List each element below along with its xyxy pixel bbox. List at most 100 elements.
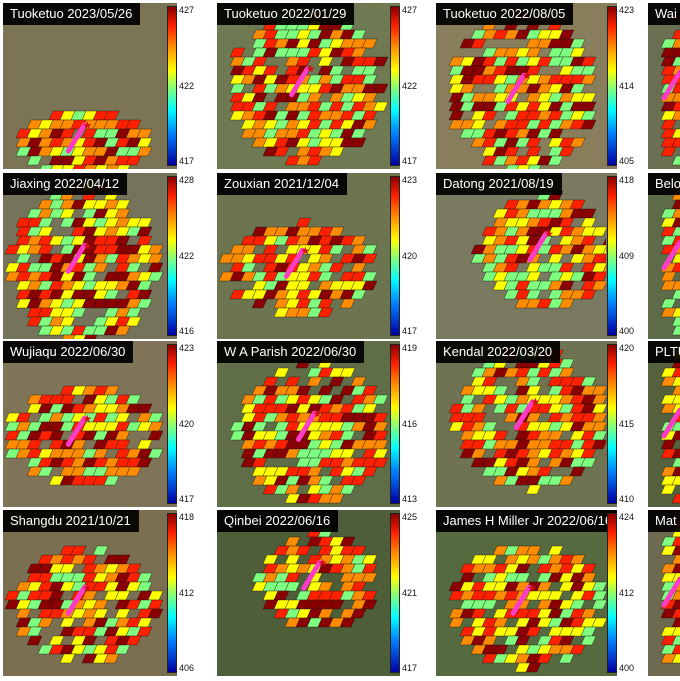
concentration-map: ★ xyxy=(660,518,680,664)
concentration-map: ★ xyxy=(660,349,680,504)
colorbar-tick-label: 413 xyxy=(402,494,417,504)
colorbar-tick-label: 419 xyxy=(402,343,417,353)
map-panel: ★ W A Parish 2022/06/30 419 416 413 xyxy=(217,341,417,507)
colorbar xyxy=(390,6,400,166)
colorbar-label-strip xyxy=(177,3,194,169)
concentration-cell xyxy=(671,316,680,327)
map-panel: ★ James H Miller Jr 2022/06/16 424 412 400 xyxy=(436,510,634,676)
concentration-cell xyxy=(361,119,378,130)
panel-title: W A Parish 2022/06/30 xyxy=(217,341,365,363)
concentration-cell xyxy=(361,38,378,49)
concentration-cell xyxy=(671,137,680,148)
panel-title: PLTU xyxy=(648,341,680,363)
colorbar xyxy=(167,344,177,504)
source-star-icon: ★ xyxy=(82,120,92,132)
concentration-cell xyxy=(558,298,575,309)
concentration-cell xyxy=(339,484,356,495)
colorbar-label-strip xyxy=(617,173,634,339)
concentration-cell xyxy=(602,237,606,246)
colorbar-label-strip xyxy=(400,510,417,676)
concentration-cell xyxy=(361,253,378,264)
colorbar xyxy=(607,6,617,166)
concentration-map: ★ xyxy=(448,11,597,169)
wind-direction-arrow xyxy=(513,399,535,431)
concentration-cell xyxy=(459,394,476,405)
colorbar-tick-label: 420 xyxy=(619,343,634,353)
panel-title: Zouxian 2021/12/04 xyxy=(217,173,347,195)
colorbar xyxy=(390,513,400,673)
concentration-map: ★ xyxy=(470,190,606,309)
colorbar-tick-label: 420 xyxy=(402,251,417,261)
concentration-cell xyxy=(580,457,597,468)
concentration-cell xyxy=(262,244,279,255)
concentration-cell xyxy=(15,253,32,264)
concentration-cell xyxy=(306,376,323,387)
colorbar xyxy=(390,344,400,504)
concentration-map: ★ xyxy=(218,217,378,318)
colorbar-tick-label: 424 xyxy=(619,512,634,522)
colorbar xyxy=(607,513,617,673)
concentration-cell xyxy=(671,29,680,40)
panel-title: Shangdu 2021/10/21 xyxy=(3,510,139,532)
concentration-cell xyxy=(136,626,153,637)
concentration-cell xyxy=(558,475,575,486)
map-panel: ★ Tuoketuo 2022/01/29 427 422 417 xyxy=(217,3,417,169)
source-star-icon: ★ xyxy=(82,413,92,425)
concentration-cell xyxy=(295,217,312,228)
map-panel: ★ PLTU xyxy=(648,341,680,507)
concentration-cell xyxy=(591,617,606,628)
panel-title: Tuoketuo 2022/01/29 xyxy=(217,3,355,25)
concentration-cell xyxy=(591,280,606,291)
concentration-cell xyxy=(339,367,356,378)
concentration-cell xyxy=(602,264,606,273)
concentration-cell xyxy=(660,484,677,495)
colorbar-label-strip xyxy=(617,341,634,507)
concentration-cell xyxy=(470,38,487,49)
concentration-cell xyxy=(229,83,246,94)
map-panel: ★ Belo xyxy=(648,173,680,339)
concentration-map: ★ xyxy=(251,527,378,628)
concentration-cell xyxy=(350,137,367,148)
source-star-icon: ★ xyxy=(300,245,310,257)
concentration-map: ★ xyxy=(448,545,606,673)
colorbar-tick-label: 409 xyxy=(619,251,634,261)
map-panel: ★ Tuoketuo 2023/05/26 427 422 417 xyxy=(3,3,194,169)
concentration-cell xyxy=(70,307,87,318)
concentration-map: ★ xyxy=(15,110,153,169)
concentration-cell xyxy=(125,635,142,646)
concentration-cell xyxy=(229,47,246,58)
wind-direction-arrow xyxy=(289,66,311,98)
concentration-cell xyxy=(361,599,378,610)
colorbar-tick-label: 428 xyxy=(179,175,194,185)
source-star-icon: ★ xyxy=(318,557,328,569)
concentration-cell xyxy=(92,545,109,556)
concentration-cell xyxy=(660,271,677,282)
concentration-cell xyxy=(284,554,301,565)
wind-direction-arrow xyxy=(661,576,680,608)
concentration-cell xyxy=(660,298,677,309)
wind-direction-arrow xyxy=(65,584,87,616)
concentration-cell xyxy=(569,644,586,655)
wind-direction-arrow xyxy=(65,415,87,447)
concentration-cell xyxy=(372,394,389,405)
concentration-map: ★ xyxy=(4,545,164,664)
concentration-cell xyxy=(37,466,54,477)
concentration-cell xyxy=(92,262,109,273)
concentration-cell xyxy=(448,617,465,628)
concentration-cell xyxy=(147,271,164,282)
colorbar-tick-label: 425 xyxy=(402,512,417,522)
colorbar-tick-label: 427 xyxy=(179,5,194,15)
colorbar-tick-label: 417 xyxy=(179,494,194,504)
colorbar-tick-label: 421 xyxy=(402,588,417,598)
colorbar-tick-label: 405 xyxy=(619,156,634,166)
concentration-cell xyxy=(361,572,378,583)
wind-direction-arrow xyxy=(527,231,549,263)
source-star-icon: ★ xyxy=(306,64,316,76)
concentration-cell xyxy=(284,581,301,592)
concentration-cell xyxy=(317,56,334,67)
colorbar xyxy=(390,176,400,336)
concentration-cell xyxy=(262,554,279,565)
source-star-icon: ★ xyxy=(678,574,680,586)
colorbar-tick-label: 422 xyxy=(179,81,194,91)
concentration-map: ★ xyxy=(448,349,606,495)
